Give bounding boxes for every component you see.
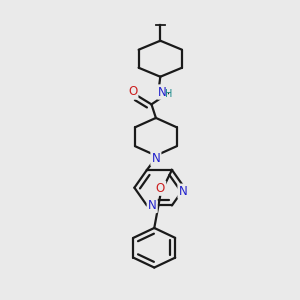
Text: N: N [152, 152, 160, 165]
Text: O: O [156, 182, 165, 195]
Text: N: N [158, 85, 167, 98]
Text: N: N [178, 185, 188, 198]
Text: N: N [148, 199, 157, 212]
Text: H: H [165, 89, 172, 99]
Text: O: O [128, 85, 137, 98]
